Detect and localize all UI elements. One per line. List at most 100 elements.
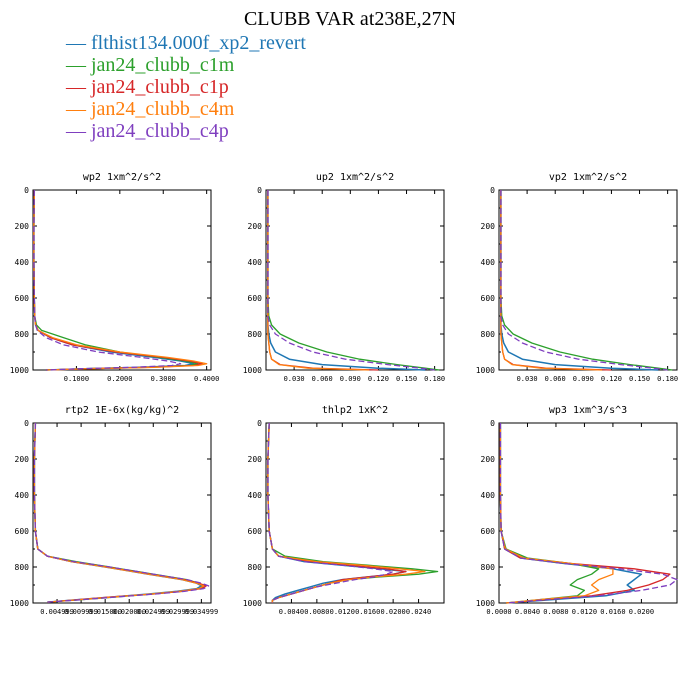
y-tick-label: 1000	[10, 599, 29, 608]
legend-dash: —	[66, 120, 91, 142]
x-tick-label: 0.034999	[185, 608, 219, 616]
x-tick-label: 0.015000	[88, 608, 122, 616]
y-tick-label: 200	[15, 455, 30, 464]
y-tick-label: 1000	[476, 366, 495, 375]
series-line-5	[499, 423, 678, 604]
y-tick-label: 600	[15, 294, 30, 303]
legend-item-3: — jan24_clubb_c1p	[66, 76, 306, 98]
x-tick-label: 0.0160	[600, 608, 625, 616]
x-tick-label: 0.0240	[406, 608, 431, 616]
panel-title: thlp2 1xK^2	[322, 405, 388, 416]
panel-1: wp2 1xm^2/s^2 0 200 400 600 800 1000 0.1000 0.20…	[10, 172, 220, 383]
x-tick-label: 0.120	[601, 375, 622, 383]
legend-label: jan24_clubb_c1p	[91, 76, 229, 98]
y-tick-label: 800	[15, 330, 30, 339]
series-line-2	[267, 190, 440, 371]
panel-title: rtp2 1E-6x(kg/kg)^2	[65, 405, 179, 416]
x-tick-label: 0.0120	[572, 608, 597, 616]
series-line-2	[267, 422, 439, 603]
y-tick-label: 1000	[10, 366, 29, 375]
y-tick-label: 0	[24, 419, 29, 428]
legend-dash: —	[66, 98, 91, 120]
legend-item-5: — jan24_clubb_c4p	[66, 120, 306, 142]
x-tick-label: 0.180	[424, 375, 445, 383]
series-line-5	[33, 189, 182, 371]
y-tick-label: 400	[248, 491, 263, 500]
y-tick-label: 1000	[476, 599, 495, 608]
x-tick-label: 0.020000	[112, 608, 146, 616]
x-tick-label: 0.029999	[160, 608, 194, 616]
y-tick-label: 800	[481, 330, 496, 339]
series-line-2	[33, 422, 205, 603]
series-line-3	[267, 190, 379, 371]
series-line-4	[500, 190, 603, 371]
legend-dash: —	[66, 54, 91, 76]
legend-label: jan24_clubb_c4p	[91, 120, 229, 142]
x-tick-label: 0.0120	[330, 608, 355, 616]
figure-title: CLUBB VAR at238E,27N	[243, 8, 457, 30]
y-tick-label: 600	[481, 527, 496, 536]
legend-label: jan24_clubb_c4m	[91, 98, 235, 120]
legend-dash: —	[66, 32, 91, 54]
y-tick-label: 0	[257, 186, 262, 195]
panel-4: rtp2 1E-6x(kg/kg)^2 0 200 400 600 800 1000 0.00…	[10, 405, 219, 616]
legend-label: flthist134.000f_xp2_revert	[91, 32, 306, 54]
legend-dash: —	[66, 76, 91, 98]
y-tick-label: 1000	[243, 366, 262, 375]
axes-frame	[265, 189, 445, 371]
y-tick-label: 600	[248, 527, 263, 536]
x-tick-label: 0.0200	[629, 608, 654, 616]
x-tick-label: 0.030	[284, 375, 305, 383]
panel-title: up2 1xm^2/s^2	[316, 172, 394, 183]
y-tick-label: 200	[248, 455, 263, 464]
y-tick-label: 0	[257, 419, 262, 428]
series-line-1	[267, 190, 426, 371]
legend-item-1: — flthist134.000f_xp2_revert	[66, 32, 306, 54]
legend: — flthist134.000f_xp2_revert — jan24_clu…	[66, 32, 306, 142]
x-tick-label: 0.090	[573, 375, 594, 383]
series-line-1	[33, 422, 203, 603]
x-tick-label: 0.0040	[279, 608, 304, 616]
x-tick-label: 0.0040	[515, 608, 540, 616]
series-line-5	[33, 422, 210, 603]
y-tick-label: 400	[248, 258, 263, 267]
x-tick-label: 0.0080	[304, 608, 329, 616]
y-tick-label: 600	[481, 294, 496, 303]
panel-3: vp2 1xm^2/s^2 0 200 400 600 800 1000 0.030 0.060…	[476, 172, 678, 383]
axes-frame	[32, 422, 212, 604]
y-tick-label: 800	[248, 563, 263, 572]
x-tick-label: 0.060	[545, 375, 566, 383]
legend-item-4: — jan24_clubb_c4m	[66, 98, 306, 120]
y-tick-label: 0	[490, 186, 495, 195]
y-tick-label: 200	[481, 455, 496, 464]
x-tick-label: 0.0160	[355, 608, 380, 616]
y-tick-label: 600	[248, 294, 263, 303]
y-tick-label: 200	[481, 222, 496, 231]
y-tick-label: 200	[15, 222, 30, 231]
panel-2: up2 1xm^2/s^2 0 200 400 600 800 1000 0.030 0.060…	[243, 172, 445, 383]
legend-label: jan24_clubb_c1m	[91, 54, 235, 76]
x-tick-label: 0.3000	[151, 375, 176, 383]
panel-title: vp2 1xm^2/s^2	[549, 172, 627, 183]
y-tick-label: 400	[481, 258, 496, 267]
series-line-5	[500, 190, 668, 371]
x-tick-label: 0.030	[517, 375, 538, 383]
x-tick-label: 0.150	[396, 375, 417, 383]
series-line-3	[500, 190, 612, 371]
panel-title: wp3 1xm^3/s^3	[549, 405, 627, 416]
axes-frame	[498, 189, 678, 371]
x-tick-label: 0.009999	[64, 608, 98, 616]
series-line-5	[267, 422, 394, 603]
x-tick-label: 0.060	[312, 375, 333, 383]
y-tick-label: 200	[248, 222, 263, 231]
x-tick-label: 0.0000	[486, 608, 511, 616]
series-line-3	[33, 422, 207, 603]
y-tick-label: 800	[481, 563, 496, 572]
series-line-1	[500, 190, 659, 371]
series-line-2	[499, 423, 600, 604]
x-tick-label: 0.090	[340, 375, 361, 383]
panel-5: thlp2 1xK^2 0 200 400 600 800 1000 0.0040 0.0080…	[243, 405, 445, 616]
axes-frame	[265, 422, 445, 604]
y-tick-label: 400	[481, 491, 496, 500]
